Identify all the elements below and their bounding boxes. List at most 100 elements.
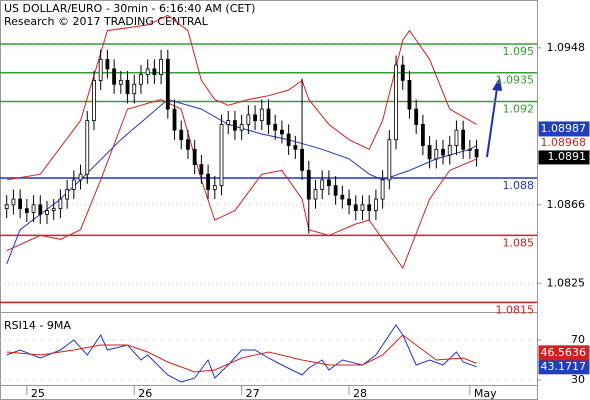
chart-title: US DOLLAR/EURO - 30min - 6:16:40 AM (CET… — [4, 2, 255, 15]
candle-body — [4, 204, 9, 210]
y-tick-label: 1.0825 — [547, 276, 586, 289]
candle-body — [233, 120, 237, 131]
candle-body — [340, 194, 345, 200]
candle-body — [85, 120, 90, 175]
candle-body — [38, 204, 43, 215]
candle-body — [98, 58, 103, 81]
candle-body — [172, 108, 177, 131]
candle-body — [125, 79, 130, 95]
candle-body — [31, 204, 36, 213]
candle-body — [286, 133, 291, 146]
candle-body — [306, 169, 311, 200]
price-label: 1.0891 — [548, 150, 587, 163]
candle-body — [253, 114, 257, 121]
level-label: 1.092 — [503, 102, 535, 115]
candle-body — [18, 198, 23, 210]
price-label: 1.08987 — [541, 122, 587, 135]
y-tick-label: 30 — [571, 373, 585, 386]
level-label: 1.095 — [503, 45, 535, 58]
candle-body — [447, 145, 452, 156]
candle-body — [420, 124, 425, 146]
candle-body — [246, 114, 251, 125]
candle-body — [105, 58, 110, 70]
candle-body — [132, 83, 137, 95]
candle-body — [219, 124, 224, 187]
candle-body — [347, 198, 351, 206]
level-label: 1.0815 — [496, 303, 535, 316]
candle-body — [367, 204, 372, 211]
level-label: 1.088 — [503, 179, 535, 192]
indicator-line — [6, 324, 477, 383]
price-label-box — [538, 345, 590, 361]
candle-body — [78, 173, 83, 181]
rsi-title: RSI14 - 9MA — [4, 319, 71, 332]
candle-body — [112, 68, 117, 85]
candle-body — [152, 68, 157, 76]
candle-body — [407, 79, 412, 110]
candle-body — [373, 198, 378, 211]
candle-body — [280, 129, 284, 135]
candle-body — [192, 148, 197, 166]
candle-body — [360, 204, 365, 211]
candle-body — [454, 129, 459, 146]
x-tick-label: 27 — [246, 387, 260, 400]
candle-body — [400, 64, 405, 81]
candle-body — [145, 68, 150, 76]
x-tick-label: 25 — [31, 387, 45, 400]
forecast-arrowhead — [492, 77, 502, 91]
candle-body — [24, 208, 29, 213]
candle-body — [427, 145, 432, 160]
candle-body — [353, 204, 358, 211]
candle-body — [320, 179, 325, 190]
level-label: 1.085 — [503, 236, 535, 249]
forecast-arrow — [486, 87, 498, 158]
candle-body — [51, 208, 56, 211]
candle-body — [467, 148, 472, 151]
x-tick-label: 26 — [138, 387, 152, 400]
indicator-line — [6, 14, 477, 181]
candle-body — [380, 179, 385, 200]
price-label: 1.08968 — [541, 136, 587, 149]
candle-body — [212, 185, 217, 190]
price-label: 43.1717 — [541, 360, 587, 373]
candle-body — [441, 148, 445, 156]
candle-body — [199, 164, 204, 175]
y-tick-label: 70 — [571, 333, 585, 346]
candle-body — [394, 64, 398, 141]
candle-body — [11, 198, 16, 206]
price-label-box — [538, 121, 590, 137]
candle-body — [226, 120, 231, 125]
candle-body — [92, 79, 96, 121]
candle-body — [206, 173, 210, 190]
candle-body — [414, 108, 419, 125]
candle-body — [259, 108, 264, 121]
candle-body — [387, 139, 392, 181]
candle-body — [273, 124, 278, 131]
candle-body — [118, 79, 123, 85]
candle-body — [179, 129, 184, 141]
candle-body — [293, 145, 298, 150]
candle-body — [239, 124, 244, 131]
candle-body — [186, 139, 190, 150]
x-tick-label: 28 — [353, 387, 367, 400]
candle-body — [434, 148, 439, 160]
indicator-line — [6, 98, 477, 270]
candle-body — [165, 58, 170, 110]
candle-body — [327, 179, 331, 187]
price-label: 46.5636 — [541, 346, 587, 359]
candle-body — [333, 185, 338, 196]
y-tick-label: 1.0948 — [547, 41, 586, 54]
candle-body — [58, 198, 63, 210]
x-tick-label: May — [474, 387, 497, 400]
level-label: 1.0935 — [496, 74, 535, 87]
candle-body — [159, 58, 164, 76]
y-tick-label: 1.0866 — [547, 198, 586, 211]
candle-body — [139, 74, 143, 85]
chart-subtitle: Research © 2017 TRADING CENTRAL — [4, 15, 209, 28]
candle-body — [71, 179, 76, 190]
candle-body — [300, 148, 304, 171]
candle-body — [461, 129, 466, 150]
indicator-line — [6, 334, 477, 373]
candle-body — [65, 189, 70, 200]
